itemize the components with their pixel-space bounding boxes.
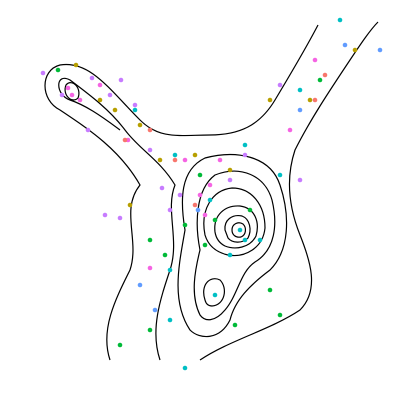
point [352, 47, 358, 53]
point [337, 17, 343, 23]
contour [231, 222, 247, 238]
point [182, 222, 188, 228]
point [257, 237, 263, 243]
point [147, 327, 153, 333]
point [297, 87, 303, 93]
contour [224, 215, 251, 243]
point [85, 127, 91, 133]
point [377, 47, 383, 53]
point [167, 317, 173, 323]
point [147, 237, 153, 243]
point [182, 365, 188, 371]
point [132, 107, 138, 113]
point [172, 152, 178, 158]
point [277, 172, 283, 178]
point [207, 197, 213, 203]
point [212, 292, 218, 298]
point [157, 157, 163, 163]
point [69, 92, 75, 98]
point [202, 242, 208, 248]
contour [193, 170, 276, 321]
point [182, 157, 188, 163]
point [322, 72, 328, 78]
contour [64, 82, 80, 101]
contour [58, 21, 379, 361]
point [227, 167, 233, 173]
point [59, 92, 65, 98]
point [297, 177, 303, 183]
point [40, 70, 46, 76]
point [112, 107, 118, 113]
point [277, 82, 283, 88]
point [202, 212, 208, 218]
point [247, 207, 253, 213]
point [118, 77, 124, 83]
contour [177, 154, 288, 338]
point [267, 287, 273, 293]
point [89, 75, 95, 81]
point [117, 215, 123, 221]
point [312, 57, 318, 63]
point [152, 307, 158, 313]
point [147, 265, 153, 271]
point [65, 85, 71, 91]
point [287, 127, 293, 133]
point [172, 157, 178, 163]
point [217, 157, 223, 163]
point [207, 182, 213, 188]
contour [44, 24, 319, 361]
contour [214, 205, 258, 249]
point [242, 237, 248, 243]
point [97, 82, 103, 88]
point [167, 267, 173, 273]
point [159, 185, 165, 191]
point [297, 107, 303, 113]
density-contours [44, 21, 379, 361]
point [147, 127, 153, 133]
point [147, 147, 153, 153]
point [342, 42, 348, 48]
point [277, 312, 283, 318]
point [227, 252, 233, 258]
point [137, 282, 143, 288]
point [127, 202, 133, 208]
contour [203, 187, 266, 307]
point [192, 152, 198, 158]
point [317, 77, 323, 83]
point [195, 207, 201, 213]
point [232, 322, 238, 328]
point [192, 202, 198, 208]
point [107, 92, 113, 98]
point [307, 97, 313, 103]
point [312, 97, 318, 103]
point [55, 67, 61, 73]
point [162, 252, 168, 258]
point [212, 217, 218, 223]
point [227, 177, 233, 183]
point [177, 192, 183, 198]
point [242, 152, 248, 158]
point [102, 212, 108, 218]
point [122, 137, 128, 143]
point [73, 62, 79, 68]
point [267, 97, 273, 103]
point [197, 192, 203, 198]
point [167, 207, 173, 213]
point [132, 102, 138, 108]
point [242, 142, 248, 148]
point [117, 342, 123, 348]
point [137, 122, 143, 128]
point [197, 172, 203, 178]
point [97, 97, 103, 103]
point [237, 227, 243, 233]
point [77, 97, 83, 103]
